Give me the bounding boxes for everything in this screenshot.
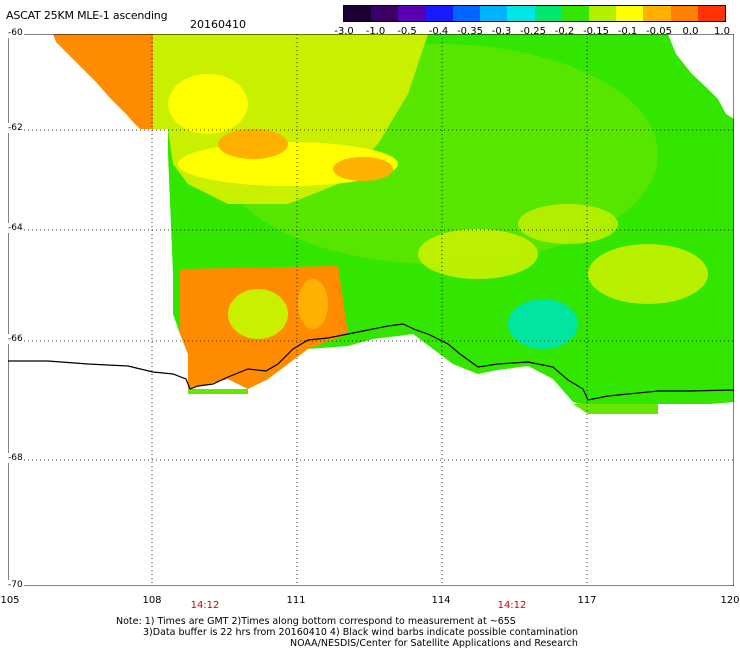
colorbar-tick-label: -0.05	[646, 26, 672, 37]
colorbar-swatch	[344, 6, 372, 21]
lon-label: 114	[431, 595, 451, 606]
lat-lon-grid	[8, 34, 734, 586]
colorbar-tick-label: -1.0	[365, 26, 386, 37]
note-line-3: NOAA/NESDIS/Center for Satellite Applica…	[290, 638, 578, 649]
colorbar-swatch	[670, 6, 698, 21]
colorbar-swatch	[534, 6, 562, 21]
colorbar-swatch	[480, 6, 508, 21]
lon-label: 105	[0, 595, 20, 606]
lat-label: -64	[7, 223, 24, 233]
light-orange-inset	[298, 279, 328, 329]
product-title: ASCAT 25KM MLE-1 ascending	[6, 9, 168, 22]
colorbar-tick-label: -0.2	[554, 26, 575, 37]
yellow-patch	[168, 74, 248, 134]
colorbar-swatch	[371, 6, 399, 21]
colorbar-swatch	[588, 6, 617, 21]
colorbar-tick-label: -0.1	[617, 26, 638, 37]
lat-label: -66	[7, 334, 24, 344]
colorbar-tick-label: -0.5	[397, 26, 417, 37]
orange-swath-edge	[53, 34, 153, 129]
note-line-2: 3)Data buffer is 22 hrs from 20160410 4)…	[143, 627, 579, 638]
yellow-green-inset	[228, 289, 288, 339]
note-line-1: Note: 1) Times are GMT 2)Times along bot…	[116, 616, 516, 627]
orange-ridge	[218, 129, 288, 159]
map-frame	[8, 34, 734, 586]
yellow-green-patch	[418, 229, 538, 279]
teal-patch	[508, 299, 578, 349]
lat-label: -62	[7, 123, 24, 133]
colorbar-tick-label: -0.15	[583, 26, 609, 37]
pass-time-label: 14:12	[497, 600, 527, 611]
colorbar-tick-label: 0.0	[682, 26, 699, 37]
lon-label: 117	[577, 595, 597, 606]
yellow-green-patch	[518, 204, 618, 244]
map-canvas	[8, 34, 734, 586]
green-fringe	[573, 404, 658, 414]
wind-field	[53, 34, 734, 414]
lat-label: -60	[7, 28, 24, 38]
colorbar-swatch	[643, 6, 671, 21]
colorbar-tick-label: 1.0	[714, 26, 730, 37]
colorbar-swatch	[425, 6, 453, 21]
colorbar-tick-label: -0.25	[520, 26, 546, 37]
lat-label: -70	[7, 580, 24, 590]
pass-time-label: 14:12	[190, 600, 220, 611]
lat-label: -68	[7, 453, 24, 463]
colorbar-swatch	[452, 6, 481, 21]
colorbar-tick-label: -3.0	[334, 26, 354, 37]
colorbar-tick-label: -0.35	[457, 26, 483, 37]
colorbar-swatch	[398, 6, 426, 21]
orange-ridge	[333, 157, 393, 181]
colorbar-labels: -3.0 -1.0 -0.5 -0.4 -0.35 -0.3 -0.25 -0.2 -0.15-…	[330, 26, 740, 38]
product-date: 20160410	[190, 18, 246, 31]
colorbar-swatch	[697, 6, 726, 21]
colorbar-tick-label: -0.4	[428, 26, 449, 37]
antarctic-coastline	[8, 323, 734, 401]
colorbar-swatch	[507, 6, 535, 21]
colorbar-swatch	[616, 6, 644, 21]
yellow-green-patch	[588, 244, 708, 304]
green-fringe	[188, 389, 248, 394]
lon-label: 108	[142, 595, 162, 606]
colorbar	[343, 5, 726, 22]
colorbar-swatch	[561, 6, 589, 21]
lon-label: 111	[286, 595, 306, 606]
lon-label: 120	[720, 595, 740, 606]
colorbar-tick-label: -0.3	[491, 26, 512, 37]
